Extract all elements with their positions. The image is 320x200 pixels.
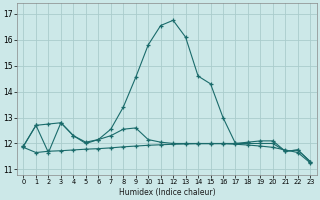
X-axis label: Humidex (Indice chaleur): Humidex (Indice chaleur) (119, 188, 215, 197)
